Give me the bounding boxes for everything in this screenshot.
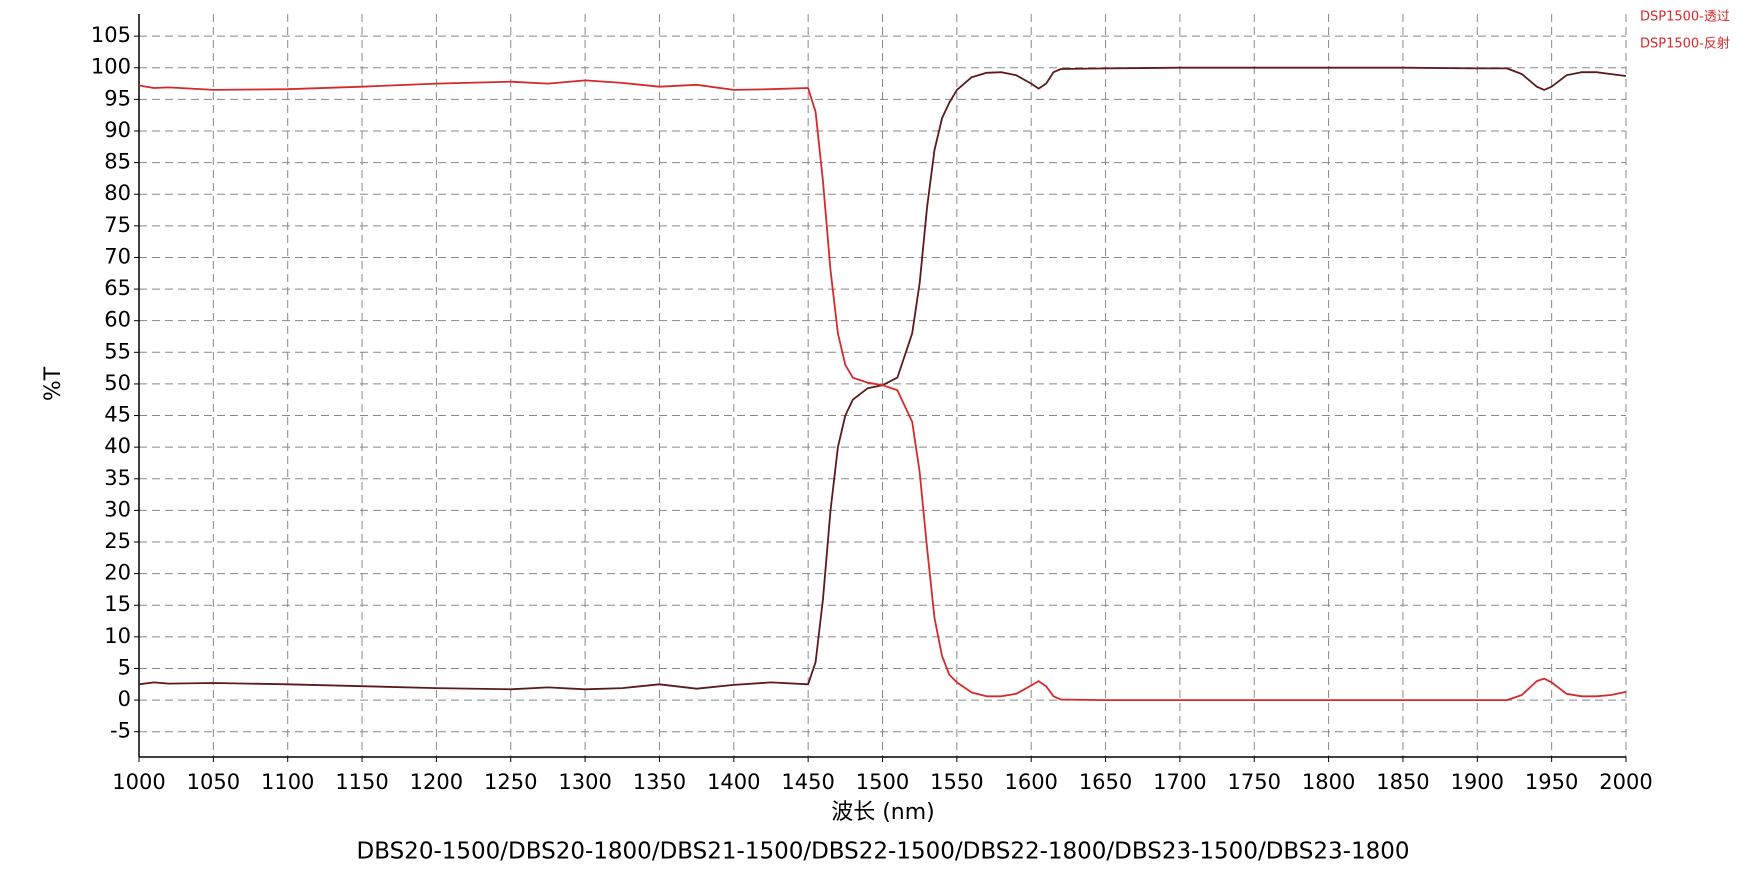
x-tick-label: 1000	[112, 770, 165, 794]
y-tick-label: -5	[110, 719, 131, 743]
data-line	[138, 66, 1627, 691]
x-tick-label: 1600	[1004, 770, 1057, 794]
x-tick-label: 1200	[410, 770, 463, 794]
y-tick-label: 20	[104, 561, 131, 585]
y-tick-label: 90	[104, 118, 131, 142]
y-tick-label: 40	[104, 434, 131, 458]
x-tick-label: 1750	[1228, 770, 1281, 794]
y-tick-label: 95	[104, 86, 131, 110]
x-axis-label: 波长 (nm)	[831, 800, 935, 825]
data-line	[138, 79, 1627, 701]
chart-title: DBS20-1500/DBS20-1800/DBS21-1500/DBS22-1…	[357, 839, 1410, 865]
y-tick-label: 105	[91, 23, 131, 47]
x-tick-label: 1950	[1525, 770, 1578, 794]
x-tick-label: 1850	[1376, 770, 1429, 794]
y-tick-label: 50	[104, 371, 131, 395]
y-tick-label: 25	[104, 529, 131, 553]
x-tick-label: 1550	[930, 770, 983, 794]
x-tick-label: 1050	[187, 770, 240, 794]
y-tick-label: 70	[104, 244, 131, 268]
x-tick-label: 1500	[856, 770, 909, 794]
y-tick-label: 0	[118, 687, 131, 711]
y-tick-label: 35	[104, 466, 131, 490]
x-tick-label: 1100	[261, 770, 314, 794]
x-tick-label: 1450	[781, 770, 834, 794]
y-tick-label: 60	[104, 308, 131, 332]
y-tick-label: 75	[104, 213, 131, 237]
x-tick-label: 1650	[1079, 770, 1132, 794]
y-tick-label: 65	[104, 276, 131, 300]
x-tick-label: 1700	[1153, 770, 1206, 794]
y-tick-label: 5	[118, 655, 131, 679]
x-tick-label: 1400	[707, 770, 760, 794]
y-tick-label: 85	[104, 150, 131, 174]
x-tick-label: 1800	[1302, 770, 1355, 794]
x-tick-label: 1350	[633, 770, 686, 794]
y-tick-label: 15	[104, 592, 131, 616]
x-tick-label: 1900	[1451, 770, 1504, 794]
x-tick-label: 1300	[558, 770, 611, 794]
y-tick-label: 30	[104, 497, 131, 521]
x-tick-label: 1250	[484, 770, 537, 794]
legend-entry: DSP1500-透过	[1640, 10, 1730, 25]
y-tick-label: 100	[91, 55, 131, 79]
legend-entry: DSP1500-反射	[1640, 36, 1730, 52]
y-tick-label: 45	[104, 403, 131, 427]
x-tick-label: 2000	[1599, 770, 1652, 794]
y-tick-label: 10	[104, 624, 131, 648]
x-tick-label: 1150	[335, 770, 388, 794]
y-tick-label: 55	[104, 339, 131, 363]
y-tick-label: 80	[104, 181, 131, 205]
y-axis-label: %T	[41, 366, 66, 401]
